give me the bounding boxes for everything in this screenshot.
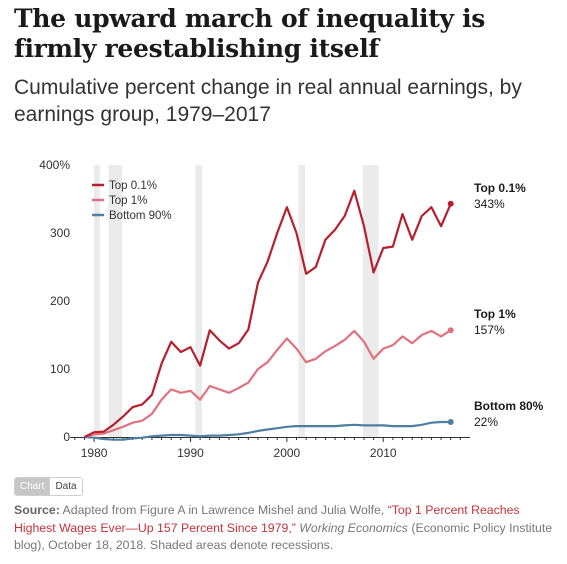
source-text-2: (Economic Policy Institute blog), Octobe…: [14, 520, 553, 553]
source-text: Adapted from Figure A in Lawrence Mishel…: [62, 503, 385, 517]
source-note: Source: Adapted from Figure A in Lawrenc…: [14, 502, 559, 555]
recession-band: [298, 165, 306, 437]
page-title: The upward march of inequality is firmly…: [14, 4, 486, 63]
x-axis: 1980 1990 2000 2010: [70, 437, 470, 460]
series-line: [84, 189, 452, 438]
source-label: Source:: [14, 503, 60, 517]
x-tick-label: 1990: [177, 446, 204, 460]
series-line: [84, 420, 451, 441]
series-end-point: [447, 327, 454, 334]
y-tick-label: 200: [50, 294, 70, 308]
view-tabs: Chart Data: [14, 477, 83, 496]
chart-subtitle: Cumulative percent change in real annual…: [14, 76, 522, 126]
series-line: [84, 329, 452, 439]
series-lines: [84, 189, 454, 441]
recession-band: [363, 165, 379, 437]
recession-band: [108, 165, 123, 437]
y-tick-label: 300: [50, 226, 70, 240]
tab-data[interactable]: Data: [49, 478, 82, 495]
end-labels: Top 0.1% 343% Top 1% 157% Bottom 80% 22%: [474, 181, 544, 429]
end-label-name: Top 0.1%: [474, 181, 526, 195]
recession-band: [195, 165, 203, 437]
legend-label: Top 1%: [109, 195, 147, 207]
end-label-name: Bottom 80%: [474, 399, 544, 413]
end-label-value: 22%: [474, 415, 498, 429]
y-axis: 0 100 200 300 400%: [39, 158, 70, 444]
tab-chart[interactable]: Chart: [15, 478, 50, 495]
source-journal: Working Economics: [299, 520, 408, 535]
y-tick-label: 100: [50, 362, 70, 376]
series-end-point: [447, 419, 454, 426]
end-label-value: 343%: [474, 197, 505, 211]
x-tick-label: 2000: [274, 446, 301, 460]
end-label-name: Top 1%: [474, 307, 516, 321]
x-tick-label: 1980: [81, 446, 108, 460]
y-tick-label: 0: [63, 430, 70, 444]
recession-band: [94, 165, 100, 437]
series-end-point: [447, 200, 454, 207]
source-link[interactable]: “Top 1 Percent Reaches Highest Wages Eve…: [14, 503, 520, 535]
line-chart: 0 100 200 300 400% 1980 1990 2000 2010 Top 0.1%…: [39, 158, 544, 460]
y-tick-label: 400%: [39, 158, 70, 172]
recession-bands: [94, 165, 379, 437]
chart-legend: Top 0.1% Top 1% Bottom 90%: [92, 180, 172, 222]
end-label-value: 157%: [474, 323, 505, 337]
legend-label: Bottom 90%: [109, 210, 172, 222]
x-tick-label: 2010: [370, 446, 397, 460]
legend-label: Top 0.1%: [109, 180, 157, 192]
